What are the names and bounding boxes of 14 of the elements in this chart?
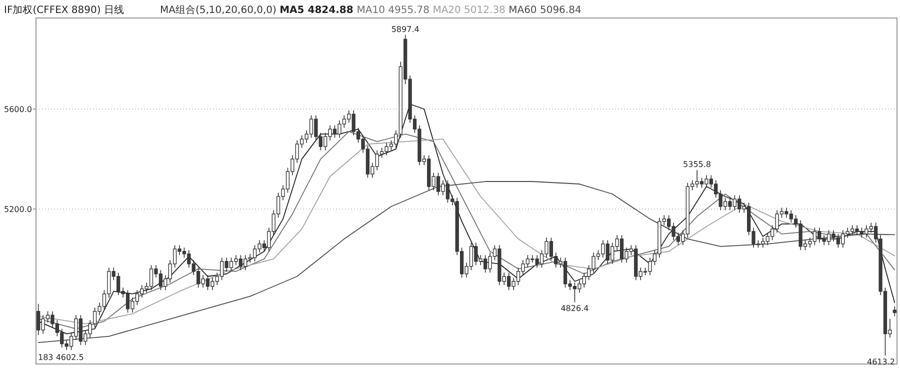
annotation: 183 4602.5 <box>38 353 84 362</box>
y-tick-label: 5600.0 <box>4 105 32 114</box>
text: MA60 5096.84 <box>508 5 582 16</box>
legend-title: MA组合(5,10,20,60,0,0) <box>160 4 280 16</box>
text: MA20 5012.38 <box>432 5 509 16</box>
annotation: 5355.8 <box>683 160 712 170</box>
text: MA10 4955.78 <box>356 5 433 16</box>
candlestick <box>892 306 896 317</box>
chart-title: IF加权(CFFEX 8890) 日线 <box>4 4 124 16</box>
annotation: 5897.4 <box>391 24 420 34</box>
y-tick-label: 5200.0 <box>4 204 32 214</box>
annotation: 4826.4 <box>560 304 589 314</box>
text: MA5 4824.88 <box>280 5 357 16</box>
annotation: 4613.2 <box>867 357 895 366</box>
